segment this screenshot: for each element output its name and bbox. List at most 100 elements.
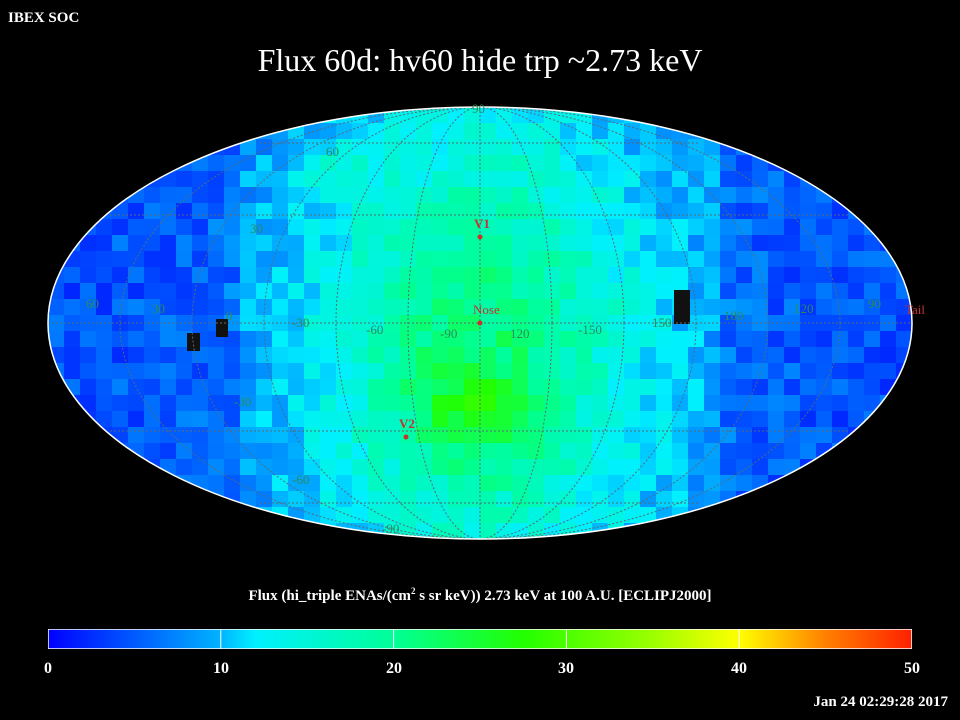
flux-pixel [592,219,609,236]
flux-pixel [688,363,705,380]
flux-pixel [256,475,273,492]
flux-pixel [560,395,577,412]
flux-pixel [304,347,321,364]
flux-pixel [640,443,657,460]
colorbar [48,629,912,649]
flux-pixel [784,219,801,236]
flux-pixel [192,427,209,444]
flux-pixel [624,203,641,220]
flux-pixel [688,219,705,236]
flux-pixel [448,459,465,476]
flux-pixel [640,459,657,476]
flux-pixel [704,187,721,204]
flux-pixel [512,139,529,156]
flux-pixel [80,251,97,268]
flux-pixel [144,267,161,284]
flux-pixel [240,347,257,364]
flux-pixel [752,203,769,220]
flux-pixel [272,459,289,476]
flux-pixel [128,235,145,252]
flux-pixel [576,411,593,428]
lon-label: 180 [724,308,744,323]
flux-pixel [384,219,401,236]
flux-pixel [384,267,401,284]
flux-pixel [576,347,593,364]
flux-pixel [848,395,865,412]
flux-pixel [240,187,257,204]
flux-pixel [576,395,593,412]
flux-pixel [112,379,129,396]
flux-pixel [592,427,609,444]
flux-pixel [256,219,273,236]
flux-pixel [512,427,529,444]
flux-pixel [176,411,193,428]
flux-pixel [848,299,865,316]
colorbar-title: Flux (hi_triple ENAs/(cm2 s sr keV)) 2.7… [0,586,960,605]
flux-pixel [208,475,225,492]
flux-pixel [592,283,609,300]
flux-pixel [768,187,785,204]
flux-pixel [320,491,337,508]
flux-pixel [512,507,529,524]
flux-pixel [640,491,657,508]
flux-pixel [720,411,737,428]
flux-pixel [352,411,369,428]
flux-pixel [544,235,561,252]
flux-pixel [608,523,625,539]
flux-pixel [192,139,209,156]
flux-pixel [560,251,577,268]
flux-pixel [304,411,321,428]
flux-pixel [336,443,353,460]
flux-pixel [800,283,817,300]
flux-pixel [432,123,449,140]
flux-pixel [480,491,497,508]
flux-pixel [672,475,689,492]
flux-pixel [448,219,465,236]
flux-pixel [768,411,785,428]
flux-pixel [384,187,401,204]
grid-labels: 60 30 0 -30 -60 -90 120 -150 150 180 120… [86,101,881,536]
flux-pixel [528,491,545,508]
flux-pixel [336,123,353,140]
flux-pixel [592,203,609,220]
flux-pixel [592,507,609,524]
flux-pixel [176,379,193,396]
flux-pixel [880,331,897,348]
flux-pixel [656,203,673,220]
flux-pixel [400,219,417,236]
lat-label: 30 [250,221,263,236]
flux-pixel [832,411,849,428]
flux-pixel [640,331,657,348]
flux-pixel [784,187,801,204]
flux-pixel [80,395,97,412]
flux-pixel [528,251,545,268]
flux-pixel [368,411,385,428]
flux-pixel [480,347,497,364]
flux-pixel [256,395,273,412]
flux-pixel [896,331,912,348]
flux-pixel [800,379,817,396]
flux-pixel [416,139,433,156]
flux-pixel [624,427,641,444]
flux-pixel [608,139,625,156]
flux-pixel [896,251,912,268]
flux-pixel [864,427,881,444]
flux-pixel [528,155,545,172]
flux-pixel [608,267,625,284]
flux-pixel [448,475,465,492]
flux-pixel [240,251,257,268]
flux-pixel [144,475,161,492]
flux-pixel [896,283,912,300]
flux-pixel [640,507,657,524]
flux-pixel [448,235,465,252]
flux-pixel [496,347,513,364]
flux-pixel [368,155,385,172]
flux-pixel [432,523,449,539]
flux-pixel [528,235,545,252]
flux-pixel [800,299,817,316]
flux-pixel [560,459,577,476]
flux-pixel [288,331,305,348]
flux-pixel [272,427,289,444]
flux-pixel [464,107,481,124]
